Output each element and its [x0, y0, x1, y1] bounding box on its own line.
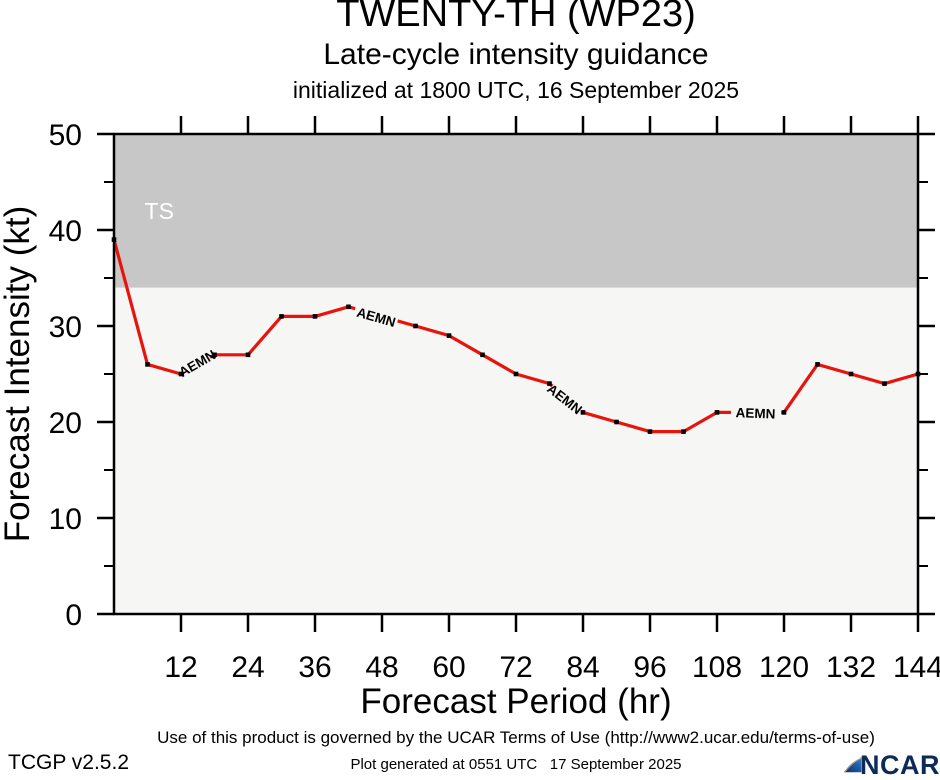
ncar-logo-text: NCAR — [860, 750, 940, 780]
ncar-logo: NCAR — [843, 750, 940, 780]
ts-band-label: TS — [145, 198, 174, 224]
x-tick-label: 108 — [692, 651, 742, 684]
data-point-marker — [681, 429, 686, 434]
tcgp-version-label: TCGP v2.5.2 — [8, 751, 129, 774]
data-point-marker — [580, 410, 586, 415]
data-point-marker — [480, 352, 485, 358]
data-point-marker — [882, 381, 887, 386]
data-point-marker — [145, 362, 150, 367]
data-point-marker — [178, 371, 184, 377]
data-point-marker — [647, 429, 653, 434]
y-tick-label: 50 — [49, 119, 82, 152]
plot-subtitle: Late-cycle intensity guidance — [323, 38, 709, 71]
x-tick-label: 60 — [432, 651, 465, 684]
x-axis-title: Forecast Period (hr) — [360, 682, 672, 721]
x-tick-label: 132 — [826, 651, 876, 684]
y-tick-label: 20 — [49, 407, 82, 440]
y-tick-label: 40 — [49, 215, 82, 248]
data-point-marker — [212, 352, 217, 358]
data-point-marker — [614, 419, 619, 425]
data-point-marker — [312, 314, 318, 319]
y-tick-label: 0 — [65, 599, 82, 632]
data-point-marker — [781, 410, 787, 415]
x-tick-label: 84 — [566, 651, 599, 684]
data-point-marker — [346, 304, 351, 310]
plot-generated-timestamp: Plot generated at 0551 UTC 17 September … — [350, 756, 682, 773]
x-tick-label: 24 — [231, 651, 264, 684]
line-model-label: AEMN — [735, 405, 775, 421]
x-tick-label: 48 — [365, 651, 398, 684]
x-tick-label: 96 — [633, 651, 666, 684]
ncar-logo-icon — [844, 757, 862, 773]
y-axis-title: Forecast Intensity (kt) — [0, 205, 37, 543]
data-point-marker — [245, 352, 251, 358]
data-point-marker — [279, 314, 284, 319]
initialization-time: initialized at 1800 UTC, 16 September 20… — [292, 77, 740, 103]
data-point-marker — [815, 362, 820, 367]
y-tick-label: 10 — [49, 503, 82, 536]
x-tick-label: 12 — [164, 651, 197, 684]
x-tick-label: 120 — [759, 651, 809, 684]
data-point-marker — [848, 371, 854, 377]
data-point-marker — [714, 410, 720, 415]
data-point-marker — [513, 371, 519, 377]
x-tick-label: 72 — [499, 651, 532, 684]
y-tick-label: 30 — [49, 311, 82, 344]
data-point-marker — [413, 323, 418, 329]
storm-title: TWENTY-TH (WP23) — [336, 0, 696, 35]
data-point-marker — [547, 381, 552, 386]
terms-of-use-text: Use of this product is governed by the U… — [157, 728, 875, 747]
data-point-marker — [446, 333, 452, 338]
x-tick-label: 36 — [298, 651, 331, 684]
x-tick-label: 144 — [893, 651, 940, 684]
ts-threshold-band — [114, 134, 918, 288]
